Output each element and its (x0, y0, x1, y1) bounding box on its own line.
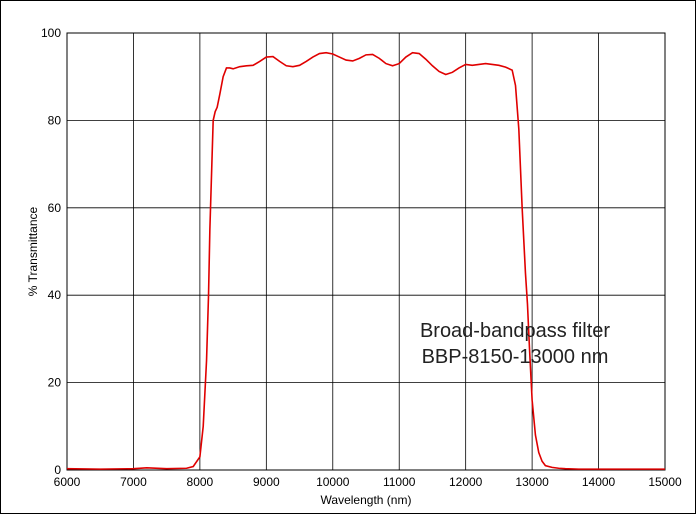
x-tick-label: 14000 (582, 475, 616, 489)
transmittance-curve (66, 51, 665, 470)
x-tick-label: 12000 (449, 475, 483, 489)
x-tick-label: 6000 (54, 475, 81, 489)
x-axis-title: Wavelength (nm) (321, 493, 412, 507)
y-tick-label: 80 (48, 113, 62, 127)
grid-lines (67, 33, 665, 470)
y-tick-label: 60 (48, 201, 62, 215)
y-tick-label: 100 (41, 26, 61, 40)
x-tick-label: 11000 (383, 475, 416, 489)
y-axis-title: % Transmittance (26, 206, 40, 296)
x-tick-label: 15000 (648, 475, 682, 489)
x-tick-label: 9000 (253, 475, 280, 489)
annotation-line-2: BBP-8150-13000 nm (422, 346, 609, 368)
y-tick-labels: 0 20 40 60 80 100 (41, 26, 61, 477)
x-tick-label: 8000 (187, 475, 214, 489)
y-tick-label: 0 (54, 463, 61, 477)
annotation-line-1: Broad-bandpass filter (420, 320, 610, 342)
x-tick-label: 7000 (120, 475, 147, 489)
x-tick-labels: 6000 7000 8000 9000 10000 11000 12000 13000 1400… (54, 475, 682, 489)
plot-area-border (66, 32, 666, 471)
y-tick-label: 40 (48, 288, 62, 302)
x-tick-label: 10000 (316, 475, 350, 489)
x-tick-label: 13000 (515, 475, 549, 489)
y-tick-label: 20 (48, 376, 62, 390)
